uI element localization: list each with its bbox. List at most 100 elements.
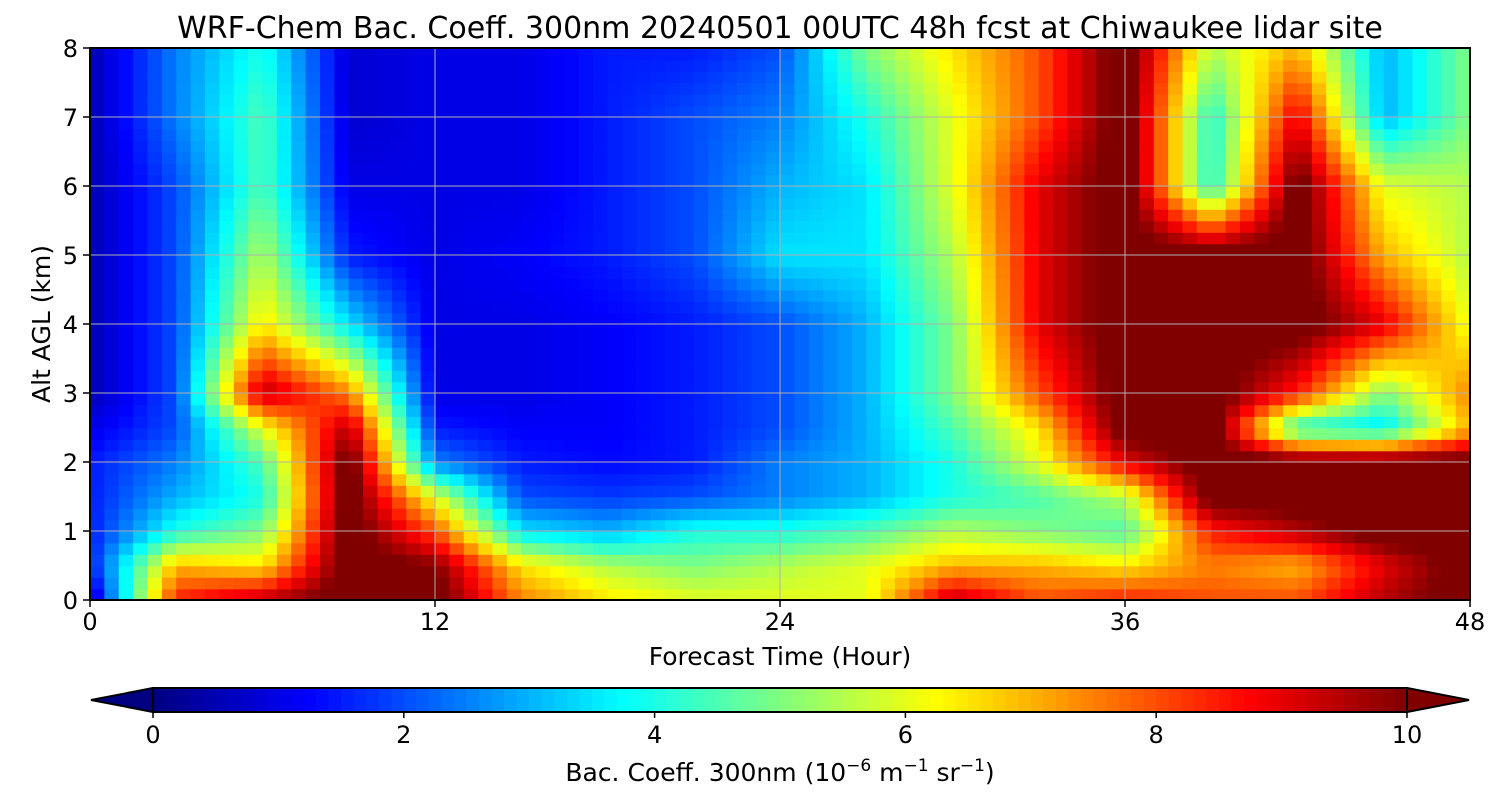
heatmap-cell: [866, 485, 882, 498]
heatmap-cell: [521, 496, 537, 509]
heatmap-cell: [377, 48, 393, 61]
heatmap-cell: [995, 358, 1011, 371]
heatmap-cell: [492, 381, 508, 394]
colorbar-segment: [905, 688, 919, 712]
heatmap-cell: [377, 197, 393, 210]
heatmap-cell: [1398, 71, 1414, 84]
heatmap-cell: [147, 140, 163, 153]
heatmap-cell: [880, 531, 896, 544]
heatmap-cell: [176, 59, 192, 72]
heatmap-cell: [593, 312, 609, 325]
heatmap-cell: [233, 163, 249, 176]
heatmap-cell: [909, 554, 925, 567]
heatmap-cell: [564, 128, 580, 141]
heatmap-cell: [1024, 59, 1040, 72]
heatmap-cell: [808, 278, 824, 291]
heatmap-cell: [751, 82, 767, 95]
colorbar-segment: [1218, 688, 1233, 712]
heatmap-cell: [1010, 324, 1026, 337]
heatmap-cell: [1369, 519, 1385, 532]
heatmap-cell: [305, 94, 321, 107]
heatmap-cell: [880, 565, 896, 578]
heatmap-cell: [693, 588, 709, 600]
heatmap-cell: [837, 381, 853, 394]
heatmap-cell: [118, 151, 134, 164]
heatmap-cell: [823, 209, 839, 222]
heatmap-cell: [1168, 48, 1184, 61]
heatmap-cell: [607, 117, 623, 130]
heatmap-cell: [1211, 266, 1227, 279]
heatmap-cell: [449, 508, 465, 521]
heatmap-cell: [708, 450, 724, 463]
heatmap-cell: [751, 174, 767, 187]
heatmap-cell: [1326, 174, 1342, 187]
heatmap-cell: [1311, 105, 1328, 118]
heatmap-cell: [90, 94, 106, 107]
heatmap-cell: [851, 577, 868, 590]
heatmap-cell: [1355, 209, 1371, 222]
heatmap-cell: [1096, 255, 1112, 268]
heatmap-cell: [1067, 496, 1083, 509]
heatmap-cell: [348, 531, 364, 544]
heatmap-cell: [837, 485, 853, 498]
heatmap-cell: [736, 71, 753, 84]
heatmap-cell: [276, 128, 293, 141]
heatmap-cell: [808, 255, 824, 268]
heatmap-cell: [535, 577, 551, 590]
heatmap-cell: [190, 94, 206, 107]
heatmap-cell: [435, 381, 451, 394]
heatmap-cell: [679, 197, 695, 210]
heatmap-cell: [938, 554, 954, 567]
heatmap-cell: [506, 174, 523, 187]
heatmap-cell: [1355, 94, 1371, 107]
heatmap-cell: [650, 347, 666, 360]
heatmap-cell: [708, 255, 724, 268]
heatmap-cell: [1369, 554, 1385, 567]
heatmap-cell: [463, 358, 479, 371]
heatmap-cell: [1211, 220, 1227, 233]
colorbar-segment: [629, 688, 643, 712]
heatmap-cell: [1053, 404, 1069, 417]
heatmap-cell: [420, 289, 436, 302]
heatmap-cell: [305, 59, 321, 72]
heatmap-cell: [1153, 220, 1169, 233]
heatmap-cell: [895, 82, 911, 95]
heatmap-cell: [1168, 71, 1184, 84]
heatmap-cell: [1311, 186, 1328, 199]
heatmap-cell: [1125, 186, 1141, 199]
heatmap-cell: [1168, 301, 1184, 314]
heatmap-cell: [1110, 278, 1126, 291]
heatmap-cell: [363, 324, 379, 337]
heatmap-cell: [1110, 347, 1126, 360]
heatmap-cell: [248, 312, 264, 325]
heatmap-cell: [90, 324, 106, 337]
heatmap-cell: [880, 289, 896, 302]
heatmap-cell: [736, 416, 753, 429]
heatmap-cell: [765, 232, 781, 245]
heatmap-cell: [506, 324, 523, 337]
heatmap-cell: [880, 450, 896, 463]
heatmap-cell: [895, 105, 911, 118]
heatmap-cell: [233, 588, 249, 600]
heatmap-cell: [305, 48, 321, 61]
heatmap-cell: [952, 312, 968, 325]
heatmap-cell: [262, 358, 278, 371]
colorbar-segment: [1093, 688, 1107, 712]
heatmap-cell: [535, 531, 551, 544]
heatmap-cell: [1211, 473, 1227, 486]
heatmap-cell: [1125, 404, 1141, 417]
heatmap-cell: [363, 554, 379, 567]
heatmap-cell: [1182, 462, 1198, 475]
heatmap-cell: [1196, 485, 1213, 498]
heatmap-cell: [1426, 335, 1443, 348]
heatmap-cell: [1125, 588, 1141, 600]
heatmap-cell: [765, 289, 781, 302]
heatmap-cell: [161, 542, 178, 555]
heatmap-cell: [995, 335, 1011, 348]
heatmap-cell: [190, 243, 206, 256]
heatmap-cell: [478, 197, 494, 210]
heatmap-cell: [607, 588, 623, 600]
heatmap-cell: [1311, 209, 1328, 222]
heatmap-cell: [751, 577, 767, 590]
heatmap-cell: [1096, 243, 1112, 256]
